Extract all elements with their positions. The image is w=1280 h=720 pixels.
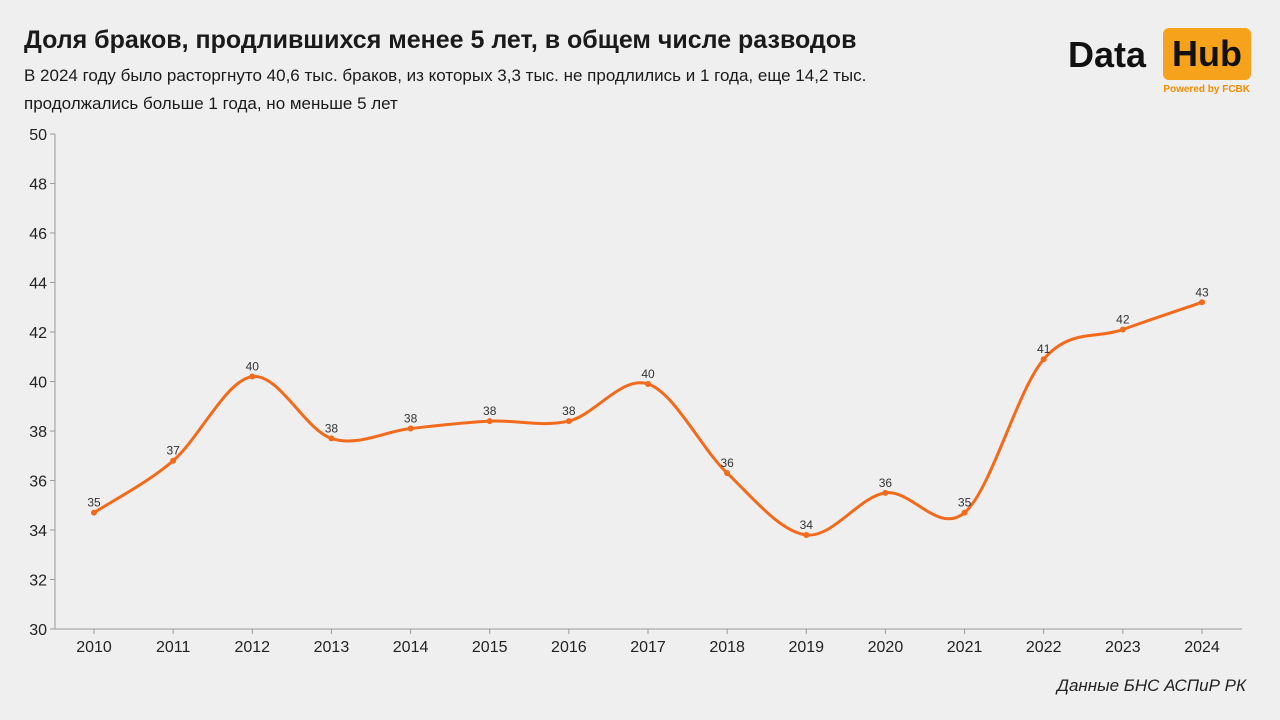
logo-word-hub: Hub	[1163, 28, 1251, 80]
data-point	[645, 380, 651, 387]
chart-subtitle: В 2024 году было расторгнуто 40,6 тыс. б…	[24, 66, 867, 113]
x-tick-label: 2023	[1105, 639, 1141, 656]
data-label: 36	[879, 476, 893, 490]
data-label: 43	[1195, 285, 1209, 299]
y-tick-label: 32	[29, 573, 47, 590]
y-tick-label: 46	[29, 226, 47, 243]
x-tick-label: 2020	[868, 639, 904, 656]
data-label: 38	[325, 421, 339, 435]
data-source: Данные БНС АСПиР РК	[1056, 676, 1246, 695]
y-tick-label: 44	[29, 276, 47, 293]
chart-title: Доля браков, продлившихся менее 5 лет, в…	[24, 26, 857, 54]
data-label: 37	[166, 444, 180, 458]
y-tick-label: 40	[29, 375, 47, 392]
x-tick-label: 2012	[234, 639, 270, 656]
data-point	[91, 509, 97, 516]
data-point	[882, 489, 889, 496]
x-tick-label: 2011	[156, 639, 191, 656]
x-tick-label: 2014	[393, 639, 429, 656]
data-point	[803, 531, 810, 538]
data-label: 36	[720, 456, 734, 470]
data-point	[961, 509, 968, 516]
x-tick-label: 2017	[630, 639, 666, 656]
logo-tagline: Powered by FCBK	[1163, 84, 1250, 95]
data-label: 38	[404, 412, 418, 426]
logo-word-data: Data	[1068, 34, 1147, 75]
y-tick-label: 30	[29, 622, 47, 639]
data-label: 35	[87, 496, 101, 510]
x-tick-label: 2019	[788, 639, 824, 656]
data-label: 41	[1037, 342, 1051, 356]
data-point	[328, 435, 335, 442]
data-point	[249, 373, 256, 380]
x-tick-label: 2024	[1184, 639, 1220, 656]
data-label: 34	[800, 518, 814, 532]
x-tick-label: 2022	[1026, 639, 1062, 656]
data-point	[724, 470, 731, 477]
x-tick-label: 2010	[76, 639, 112, 656]
data-label: 42	[1116, 313, 1130, 327]
x-tick-label: 2021	[947, 639, 983, 656]
data-point	[565, 418, 572, 425]
y-tick-label: 48	[29, 177, 47, 194]
data-label: 40	[246, 360, 260, 374]
data-point	[407, 425, 414, 432]
x-tick-label: 2015	[472, 639, 508, 656]
y-tick-label: 42	[29, 325, 47, 342]
data-point	[486, 418, 493, 425]
series-line	[92, 300, 1204, 537]
data-label: 38	[562, 404, 576, 418]
y-tick-label: 34	[29, 523, 47, 540]
x-tick-label: 2013	[314, 639, 350, 656]
data-label: 40	[641, 367, 655, 381]
data-point	[1040, 356, 1047, 363]
datahub-logo: Data Hub Powered by FCBK	[1064, 26, 1256, 98]
y-tick-label: 36	[29, 474, 47, 491]
data-point	[170, 457, 177, 464]
x-tick-label: 2016	[551, 639, 587, 656]
x-tick-label: 2018	[709, 639, 745, 656]
data-label: 35	[958, 496, 972, 510]
data-point	[1199, 299, 1205, 306]
data-point	[1119, 326, 1126, 333]
y-tick-label: 38	[29, 424, 47, 441]
data-label: 38	[483, 404, 497, 418]
y-tick-label: 50	[29, 127, 47, 144]
